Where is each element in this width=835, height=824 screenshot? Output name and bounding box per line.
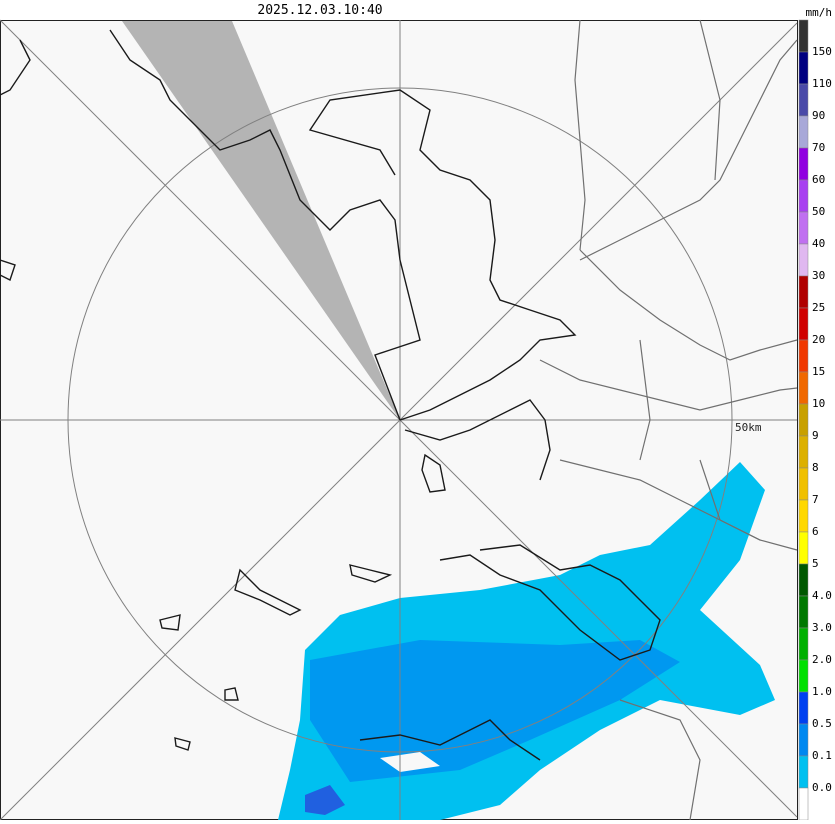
legend-label: 10: [812, 397, 825, 410]
legend-swatch: [798, 435, 809, 469]
legend-label: 110: [812, 77, 832, 90]
admin-boundary: [539, 359, 798, 411]
legend-swatch: [798, 563, 809, 597]
legend-swatch: [798, 147, 809, 181]
legend-label: 60: [812, 173, 825, 186]
legend-label: 30: [812, 269, 825, 282]
legend-swatch: [798, 755, 809, 789]
legend-label: 8: [812, 461, 819, 474]
precipitation-gap: [380, 752, 440, 772]
legend-label: 50: [812, 205, 825, 218]
coastline: [404, 399, 551, 481]
legend-label: 7: [812, 493, 819, 506]
coastline: [159, 614, 239, 751]
legend-swatch: [798, 659, 809, 693]
legend-swatch: [798, 19, 809, 53]
legend-swatch: [798, 467, 809, 501]
legend-swatch: [798, 627, 809, 661]
legend-label: 70: [812, 141, 825, 154]
coastline: [308, 89, 577, 421]
coastline: [109, 29, 421, 421]
diagonal: [0, 22, 798, 821]
legend-label: 0.0: [812, 781, 832, 794]
legend-swatch: [798, 275, 809, 309]
coastline: [421, 453, 446, 493]
legend-swatch: [798, 595, 809, 629]
legend-label: 20: [812, 333, 825, 346]
legend-label: 4.0: [812, 589, 832, 602]
legend-label: 2.0: [812, 653, 832, 666]
coastline: [359, 719, 541, 761]
legend-label: 5: [812, 557, 819, 570]
legend-swatch: [798, 531, 809, 565]
timestamp: 2025.12.03.10:40: [257, 3, 382, 18]
legend-label: 0.1: [812, 749, 832, 762]
coastline: [349, 564, 393, 583]
legend-label: 40: [812, 237, 825, 250]
legend-swatch: [798, 403, 809, 437]
legend-label: 1.0: [812, 685, 832, 698]
legend-swatch: [798, 243, 809, 277]
legend-swatch: [798, 691, 809, 725]
range-label: 50km: [735, 421, 762, 434]
legend-swatch: [798, 339, 809, 373]
diagonal: [0, 19, 798, 818]
legend-swatch: [798, 371, 809, 405]
admin-boundary: [579, 39, 798, 261]
legend-label: 3.0: [812, 621, 832, 634]
admin-boundary: [579, 249, 798, 361]
legend-swatch: [798, 115, 809, 149]
legend-swatch: [798, 499, 809, 533]
admin-boundary: [574, 19, 761, 821]
coastline: [439, 544, 661, 661]
legend: 150 110 90 70 60 50 40 30 25 20 15 10 9 8 7 6 5 4.0 3.0 2.0…: [798, 19, 832, 821]
legend-label: 0.5: [812, 717, 832, 730]
precipitation-heavy: [305, 785, 345, 815]
legend-swatch: [798, 787, 809, 821]
legend-label: 150: [812, 45, 832, 58]
legend-swatch: [798, 83, 809, 117]
legend-label: 90: [812, 109, 825, 122]
legend-swatch: [798, 307, 809, 341]
legend-label: 6: [812, 525, 819, 538]
coastline: [234, 568, 302, 616]
legend-swatch: [798, 179, 809, 213]
legend-swatch: [798, 51, 809, 85]
legend-swatch: [798, 211, 809, 245]
legend-swatch: [798, 723, 809, 757]
legend-label: 15: [812, 365, 825, 378]
unit-label: mm/h: [806, 6, 833, 19]
legend-label: 9: [812, 429, 819, 442]
legend-label: 25: [812, 301, 825, 314]
map: 50km: [0, 19, 798, 821]
precipitation-medium: [310, 640, 680, 782]
coastline: [0, 39, 31, 281]
